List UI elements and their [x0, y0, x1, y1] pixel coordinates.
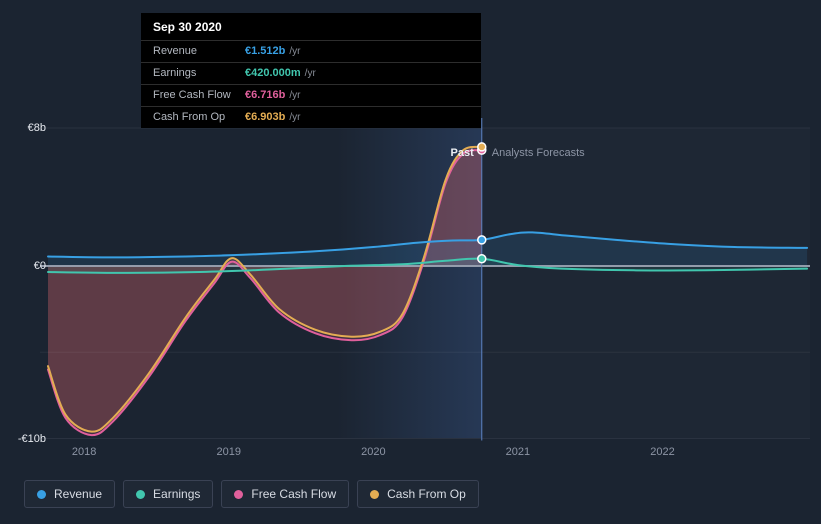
- legend-label: Earnings: [153, 487, 201, 501]
- tooltip-label: Revenue: [153, 45, 198, 57]
- tooltip-value: €6.903b: [245, 111, 286, 123]
- y-axis-label-bottom: -€10b: [17, 432, 46, 445]
- cash-from-op-dot-icon: [370, 489, 380, 499]
- legend-item-cash-from-op[interactable]: Cash From Op: [357, 480, 479, 508]
- hover-band: [337, 128, 482, 439]
- tooltip-row-revenue: Revenue €1.512b /yr: [141, 40, 481, 62]
- cash-from-op-marker: [477, 142, 487, 152]
- tooltip-row-free-cash-flow: Free Cash Flow €6.716b /yr: [141, 84, 481, 106]
- past-label: Past: [450, 147, 474, 159]
- tooltip: Sep 30 2020 Revenue €1.512b /yr Earnings…: [141, 13, 481, 128]
- cash-from-op-area: [48, 146, 482, 432]
- forecast-label: Analysts Forecasts: [491, 147, 585, 159]
- earnings-line: [47, 257, 809, 274]
- x-axis-label-2020: 2020: [361, 446, 386, 458]
- tooltip-unit: /yr: [304, 68, 316, 79]
- tooltip-value: €420.000m: [245, 67, 301, 79]
- tooltip-label: Free Cash Flow: [153, 89, 231, 101]
- revenue-line: [47, 231, 809, 259]
- tooltip-label: Cash From Op: [153, 111, 226, 123]
- tooltip-value: €6.716b: [245, 89, 286, 101]
- tooltip-unit: /yr: [289, 90, 301, 101]
- legend-item-revenue[interactable]: Revenue: [24, 480, 116, 508]
- tooltip-unit: /yr: [289, 46, 301, 57]
- tooltip-date: Sep 30 2020: [153, 20, 222, 34]
- tooltip-label: Earnings: [153, 67, 197, 79]
- legend-label: Free Cash Flow: [251, 487, 337, 501]
- x-axis-label-2019: 2019: [216, 446, 241, 458]
- legend-item-earnings[interactable]: Earnings: [123, 480, 214, 508]
- chart-legend: Revenue Earnings Free Cash Flow Cash Fro…: [24, 480, 479, 508]
- revenue-dot-icon: [37, 489, 46, 499]
- legend-label: Revenue: [54, 487, 103, 501]
- y-axis-label-top: €8b: [27, 122, 46, 134]
- earnings-dot-icon: [136, 489, 146, 499]
- tooltip-row-earnings: Earnings €420.000m /yr: [141, 62, 481, 84]
- tooltip-value: €1.512b: [245, 45, 286, 57]
- earnings-marker: [477, 254, 487, 264]
- x-axis-label-2022: 2022: [650, 446, 675, 458]
- tooltip-unit: /yr: [289, 112, 301, 123]
- legend-item-free-cash-flow[interactable]: Free Cash Flow: [221, 480, 350, 508]
- revenue-marker: [477, 235, 487, 245]
- x-axis-label-2018: 2018: [71, 446, 97, 458]
- legend-label: Cash From Op: [387, 487, 466, 501]
- forecast-zone: [482, 128, 810, 439]
- free-cash-flow-dot-icon: [234, 489, 244, 499]
- x-axis-label-2021: 2021: [505, 446, 531, 458]
- cash-from-op-line: [47, 145, 483, 433]
- tooltip-row-cash-from-op: Cash From Op €6.903b /yr: [141, 106, 481, 128]
- y-axis-label-zero: €0: [33, 260, 46, 272]
